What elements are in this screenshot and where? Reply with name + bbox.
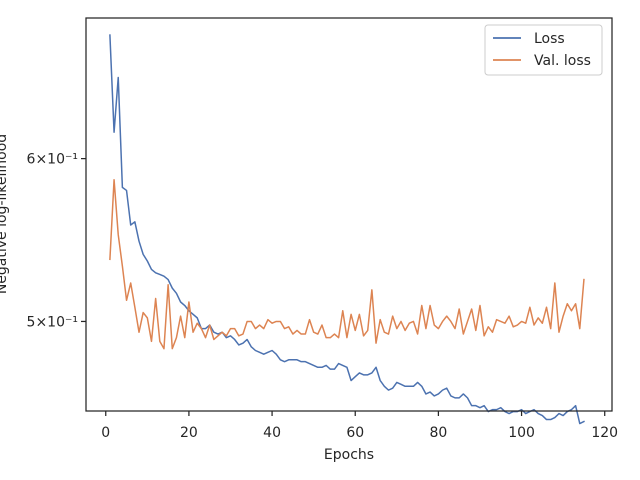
x-tick-label: 120 (591, 425, 618, 441)
x-axis-label: Epochs (324, 447, 374, 463)
y-tick-label: 6×10⁻¹ (27, 152, 78, 168)
x-tick-label: 20 (180, 425, 198, 441)
x-tick-label: 80 (429, 425, 447, 441)
x-tick-label: 100 (508, 425, 535, 441)
plot-background (86, 18, 612, 411)
series-line-val-loss (109, 178, 585, 350)
x-tick-label: 40 (263, 425, 281, 441)
x-tick-label: 60 (346, 425, 364, 441)
plot-frame (85, 17, 613, 412)
x-tick-label: 0 (101, 425, 110, 441)
y-tick-label: 5×10⁻¹ (27, 314, 78, 330)
y-axis-label: Negative log-likelihood (0, 134, 10, 294)
y-axis: 5×10⁻¹ 6×10⁻¹ (27, 152, 86, 330)
legend: Loss Val. loss (484, 24, 603, 76)
legend-label-val-loss: Val. loss (534, 53, 591, 69)
x-axis: 0 20 40 60 80 100 120 (101, 411, 618, 441)
legend-label-loss: Loss (534, 31, 565, 47)
